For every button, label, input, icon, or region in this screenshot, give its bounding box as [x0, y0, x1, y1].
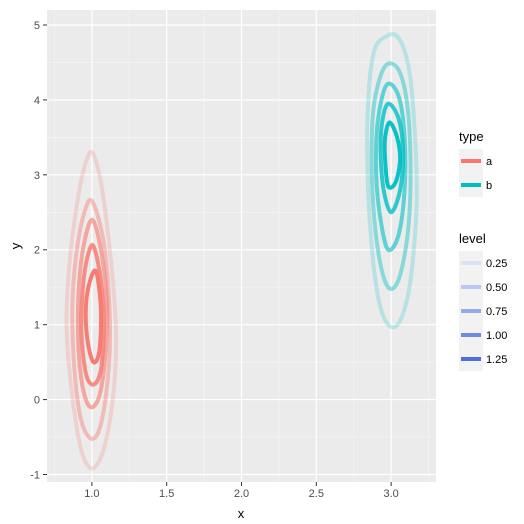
legend-label-a: a	[486, 156, 493, 168]
y-tick-label: 2	[34, 245, 40, 257]
legend-title-type: type	[459, 129, 484, 144]
contour-b-level-0.75	[373, 81, 408, 253]
contour-a-level-0.5	[70, 198, 112, 441]
contour-a-level-1	[79, 243, 106, 387]
grid-lines	[47, 10, 436, 482]
contour-a-level-0.75	[75, 217, 110, 410]
legend-title-level: level	[459, 231, 486, 246]
contour-b-level-1	[378, 101, 406, 215]
y-tick-label: -1	[30, 470, 40, 482]
y-axis-title: y	[8, 242, 23, 249]
contour-b-level-0.25	[365, 32, 419, 330]
contour-b-level-0.5	[369, 61, 413, 291]
x-tick-label: 3.0	[383, 488, 398, 500]
y-tick-label: 5	[34, 20, 40, 32]
x-tick-label: 2.5	[309, 488, 324, 500]
x-axis: 1.0 1.5 2.0 2.5 3.0	[84, 482, 399, 500]
x-tick-label: 1.0	[84, 488, 99, 500]
legend-label-0.75: 0.75	[486, 306, 507, 318]
x-tick-label: 1.5	[159, 488, 174, 500]
legend-label-0.50: 0.50	[486, 282, 507, 294]
x-axis-title: x	[238, 506, 245, 521]
x-tick-label: 2.0	[234, 488, 249, 500]
contour-a-level-1.25	[83, 268, 104, 365]
y-axis: -1 0 1 2 3 4 5	[30, 20, 47, 482]
y-tick-label: 3	[34, 170, 40, 182]
y-tick-label: 4	[34, 95, 40, 107]
y-tick-label: 1	[34, 320, 40, 332]
legend-label-b: b	[486, 180, 492, 192]
contour-a-level-0.25	[64, 149, 119, 471]
legend-label-1.25: 1.25	[486, 354, 507, 366]
y-tick-label: 0	[34, 395, 40, 407]
contour-layer	[64, 32, 419, 471]
legend-label-0.25: 0.25	[486, 258, 507, 270]
legend-label-1.00: 1.00	[486, 330, 507, 342]
contour-b-level-1.25	[382, 120, 403, 190]
